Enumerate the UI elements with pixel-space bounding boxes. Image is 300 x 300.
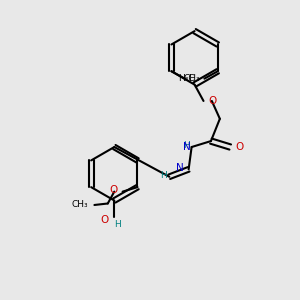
Text: N: N <box>183 142 191 152</box>
Text: O: O <box>101 215 109 225</box>
Text: H: H <box>160 171 167 180</box>
Text: H₃C: H₃C <box>178 74 195 83</box>
Text: O: O <box>109 185 117 195</box>
Text: N: N <box>176 163 183 173</box>
Text: H: H <box>183 141 190 150</box>
Text: O: O <box>208 96 217 106</box>
Text: CH₃: CH₃ <box>71 200 88 209</box>
Text: H: H <box>114 220 121 229</box>
Text: O: O <box>236 142 244 152</box>
Text: CH₃: CH₃ <box>183 74 200 83</box>
